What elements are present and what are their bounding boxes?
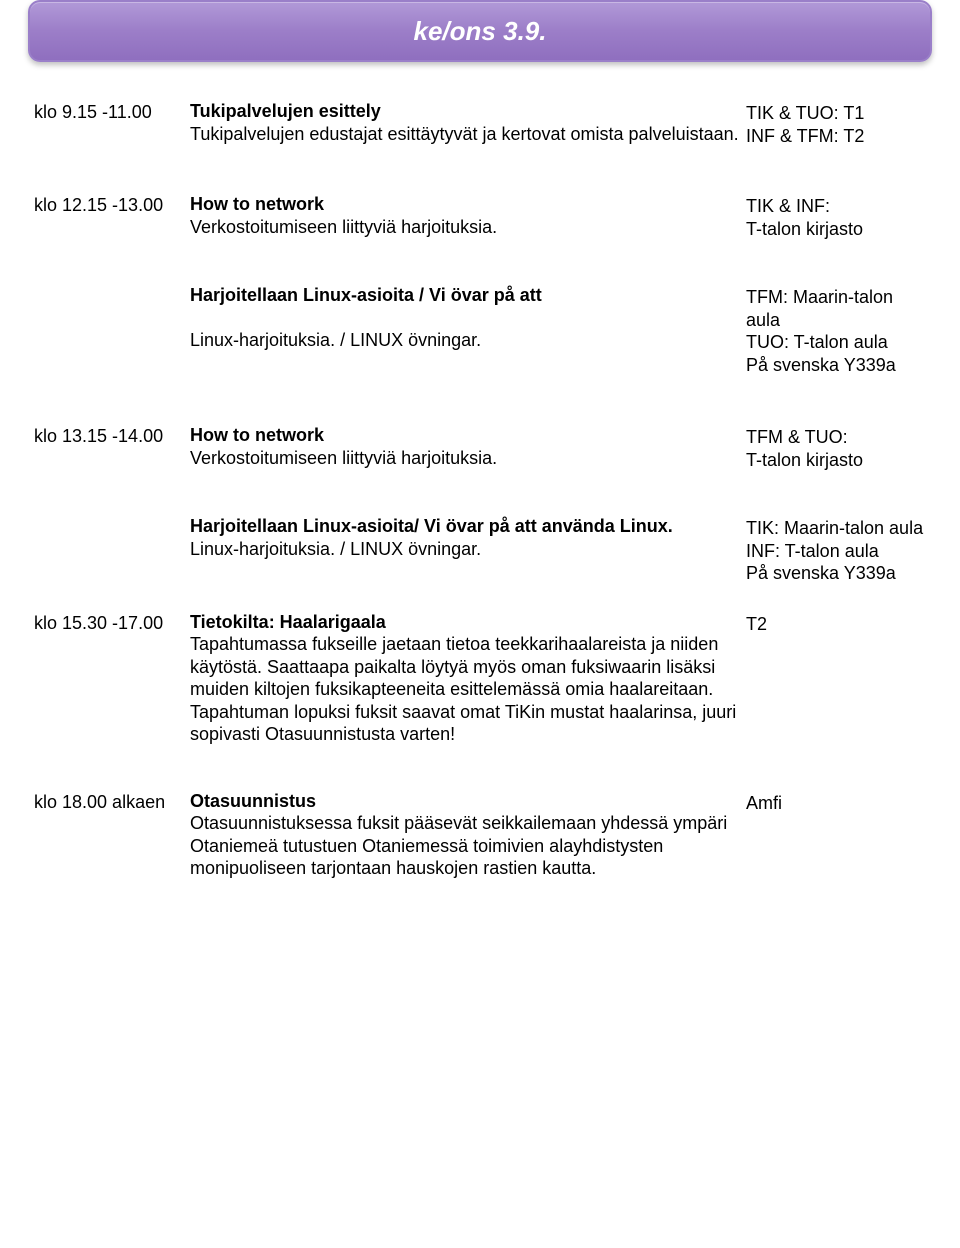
entry-location: T2 bbox=[746, 611, 926, 636]
entry-desc: Verkostoitumiseen liittyviä harjoituksia… bbox=[190, 217, 497, 237]
entry-time: klo 9.15 -11.00 bbox=[34, 100, 190, 123]
loc-line: TIK & INF: bbox=[746, 196, 830, 216]
entry-location: TIK: Maarin-talon aula INF: T-talon aula… bbox=[746, 515, 926, 585]
entry-title: How to network bbox=[190, 194, 324, 214]
loc-line: TFM & TUO: bbox=[746, 427, 848, 447]
entry-desc: Tapahtumassa fukseille jaetaan tietoa te… bbox=[190, 634, 718, 699]
entry-title: How to network bbox=[190, 425, 324, 445]
loc-line: TIK & TUO: T1 bbox=[746, 103, 864, 123]
schedule-entry: Harjoitellaan Linux-asioita / Vi övar på… bbox=[34, 284, 926, 376]
entry-title: Tietokilta: Haalarigaala bbox=[190, 612, 386, 632]
loc-line: INF: T-talon aula bbox=[746, 541, 879, 561]
entry-main: Harjoitellaan Linux-asioita / Vi övar på… bbox=[190, 284, 746, 351]
loc-line: På svenska Y339a bbox=[746, 563, 896, 583]
entry-location: TIK & INF: T-talon kirjasto bbox=[746, 193, 926, 240]
loc-line: INF & TFM: T2 bbox=[746, 126, 864, 146]
entry-desc: Verkostoitumiseen liittyviä harjoituksia… bbox=[190, 448, 497, 468]
loc-line: TUO: T-talon aula bbox=[746, 332, 888, 352]
loc-line: Amfi bbox=[746, 793, 782, 813]
entry-main: Harjoitellaan Linux-asioita/ Vi övar på … bbox=[190, 515, 746, 560]
entry-location: TFM & TUO: T-talon kirjasto bbox=[746, 424, 926, 471]
entry-desc: Tapahtuman lopuksi fuksit saavat omat Ti… bbox=[190, 702, 736, 745]
entry-title: Tukipalvelujen esittely bbox=[190, 101, 381, 121]
entry-time: klo 18.00 alkaen bbox=[34, 790, 190, 813]
entry-time bbox=[34, 515, 190, 517]
entry-main: Otasuunnistus Otasuunnistuksessa fuksit … bbox=[190, 790, 746, 880]
entry-main: How to network Verkostoitumiseen liittyv… bbox=[190, 424, 746, 469]
schedule-entry: klo 9.15 -11.00 Tukipalvelujen esittely … bbox=[34, 100, 926, 147]
schedule-content: klo 9.15 -11.00 Tukipalvelujen esittely … bbox=[34, 100, 926, 880]
entry-main: Tukipalvelujen esittely Tukipalvelujen e… bbox=[190, 100, 746, 145]
schedule-entry: klo 13.15 -14.00 How to network Verkosto… bbox=[34, 424, 926, 471]
header-box: ke/ons 3.9. bbox=[28, 0, 932, 62]
entry-desc: Linux-harjoituksia. / LINUX övningar. bbox=[190, 539, 481, 559]
loc-line: T-talon kirjasto bbox=[746, 219, 863, 239]
loc-line: TIK: Maarin-talon aula bbox=[746, 518, 923, 538]
loc-line: T2 bbox=[746, 614, 767, 634]
entry-location: Amfi bbox=[746, 790, 926, 815]
entry-time: klo 15.30 -17.00 bbox=[34, 611, 190, 634]
schedule-entry: Harjoitellaan Linux-asioita/ Vi övar på … bbox=[34, 515, 926, 585]
entry-time bbox=[34, 284, 190, 286]
entry-desc: Linux-harjoituksia. / LINUX övningar. bbox=[190, 330, 481, 350]
loc-line: På svenska Y339a bbox=[746, 355, 896, 375]
schedule-entry: klo 15.30 -17.00 Tietokilta: Haalarigaal… bbox=[34, 611, 926, 746]
entry-time: klo 13.15 -14.00 bbox=[34, 424, 190, 447]
header-title: ke/ons 3.9. bbox=[414, 16, 547, 47]
entry-desc: Tukipalvelujen edustajat esittäytyvät ja… bbox=[190, 124, 739, 144]
entry-title: Harjoitellaan Linux-asioita / Vi övar på… bbox=[190, 285, 542, 305]
entry-location: TFM: Maarin-talon aula TUO: T-talon aula… bbox=[746, 284, 926, 376]
schedule-entry: klo 18.00 alkaen Otasuunnistus Otasuunni… bbox=[34, 790, 926, 880]
entry-title: Otasuunnistus bbox=[190, 791, 316, 811]
loc-line: TFM: Maarin-talon aula bbox=[746, 287, 893, 330]
entry-location: TIK & TUO: T1 INF & TFM: T2 bbox=[746, 100, 926, 147]
entry-time: klo 12.15 -13.00 bbox=[34, 193, 190, 216]
schedule-entry: klo 12.15 -13.00 How to network Verkosto… bbox=[34, 193, 926, 240]
entry-main: How to network Verkostoitumiseen liittyv… bbox=[190, 193, 746, 238]
entry-main: Tietokilta: Haalarigaala Tapahtumassa fu… bbox=[190, 611, 746, 746]
entry-title: Harjoitellaan Linux-asioita/ Vi övar på … bbox=[190, 516, 673, 536]
loc-line: T-talon kirjasto bbox=[746, 450, 863, 470]
entry-desc: Otasuunnistuksessa fuksit pääsevät seikk… bbox=[190, 813, 727, 878]
